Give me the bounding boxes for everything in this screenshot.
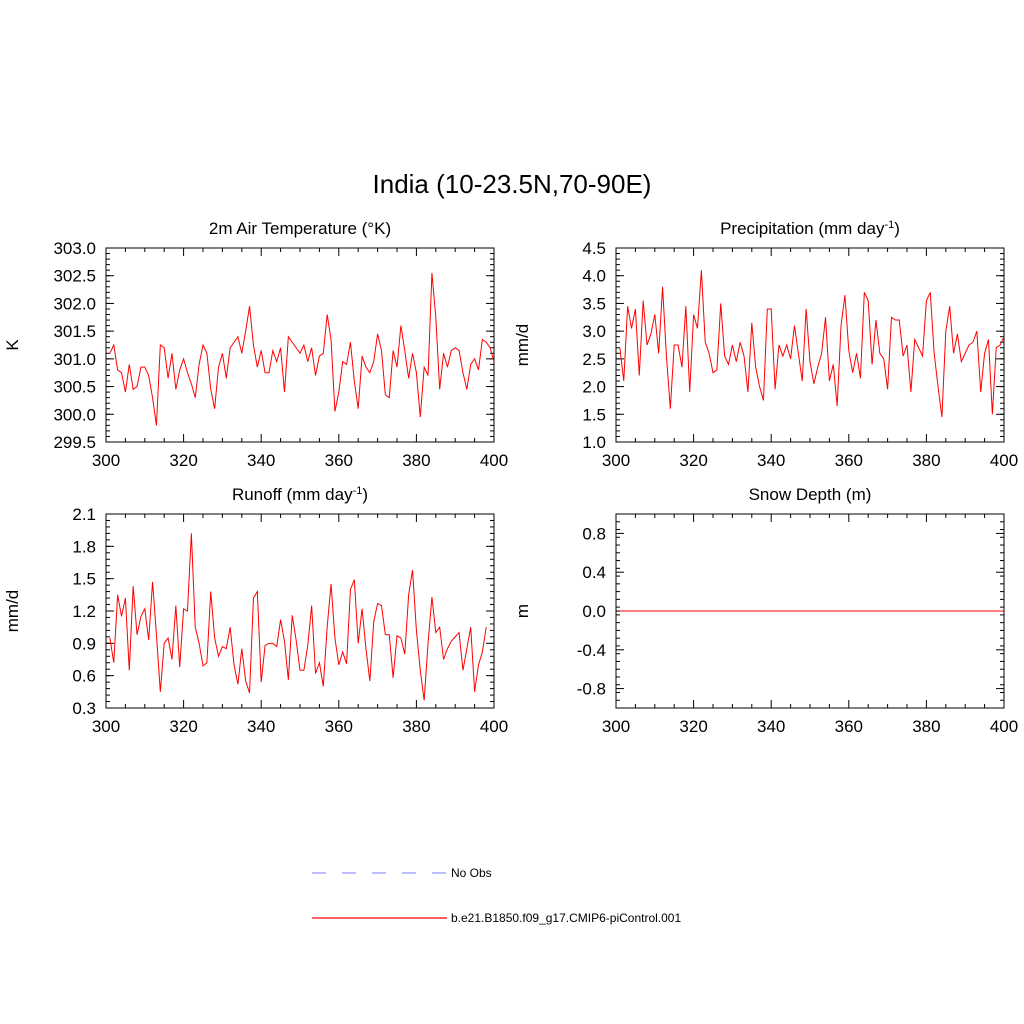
x-tick-label: 300 — [92, 717, 120, 736]
x-tick-label: 320 — [679, 717, 707, 736]
x-tick-label: 400 — [480, 451, 508, 470]
x-tick-label: 340 — [757, 451, 785, 470]
plot-frame — [105, 513, 495, 709]
y-tick-label: 3.5 — [582, 294, 606, 313]
x-tick-label: 380 — [402, 717, 430, 736]
y-tick-label: 4.0 — [582, 267, 606, 286]
x-tick-label: 320 — [679, 451, 707, 470]
y-tick-label: 0.8 — [582, 524, 606, 543]
x-tick-label: 320 — [169, 451, 197, 470]
x-tick-label: 340 — [757, 717, 785, 736]
y-tick-label: -0.4 — [577, 641, 606, 660]
x-tick-label: 360 — [835, 717, 863, 736]
page-title: India (10-23.5N,70-90E) — [373, 169, 652, 199]
y-tick-label: 302.0 — [53, 294, 96, 313]
y-tick-label: 300.0 — [53, 405, 96, 424]
y-tick-label: 301.5 — [53, 322, 96, 341]
x-tick-label: 320 — [169, 717, 197, 736]
panel-runoff: Runoff (mm day-1) mm/d 300 320 340 360 380 400 0… — [3, 485, 508, 736]
series-line — [109, 272, 495, 426]
x-tick-label: 400 — [990, 717, 1018, 736]
x-tick-label: 300 — [92, 451, 120, 470]
y-tick-label: 302.5 — [53, 267, 96, 286]
panel-title: Precipitation (mm day-1) — [720, 219, 900, 238]
x-tick-label: 360 — [325, 717, 353, 736]
title-superscript: -1 — [353, 485, 363, 497]
x-tick-label: 340 — [247, 451, 275, 470]
legend: No Obs b.e21.B1850.f09_g17.CMIP6-piContr… — [312, 866, 681, 925]
y-tick-label: 2.5 — [582, 350, 606, 369]
x-tick-label: 360 — [835, 451, 863, 470]
y-tick-label: 1.5 — [582, 405, 606, 424]
y-tick-label: 3.0 — [582, 322, 606, 341]
y-tick-label: 300.5 — [53, 378, 96, 397]
x-tick-label: 360 — [325, 451, 353, 470]
x-tick-label: 300 — [602, 451, 630, 470]
panel-snow-depth: Snow Depth (m) m 300 320 340 360 380 400 -0.8 -0.… — [513, 485, 1018, 736]
title-end: ) — [362, 485, 368, 504]
title-end: ) — [894, 219, 900, 238]
y-tick-label: 299.5 — [53, 433, 96, 452]
x-tick-label: 340 — [247, 717, 275, 736]
legend-label-model: b.e21.B1850.f09_g17.CMIP6-piControl.001 — [451, 911, 681, 925]
panel-precipitation: Precipitation (mm day-1) mm/d 300 320 340 360… — [513, 219, 1018, 470]
panel-title: 2m Air Temperature (°K) — [209, 219, 391, 238]
x-tick-label: 300 — [602, 717, 630, 736]
y-tick-label: 4.5 — [582, 239, 606, 258]
legend-label-no-obs: No Obs — [451, 866, 492, 880]
y-axis-label: m — [513, 604, 532, 618]
series-line — [109, 533, 487, 701]
y-tick-label: 0.9 — [72, 634, 96, 653]
y-tick-label: 1.2 — [72, 602, 96, 621]
x-tick-label: 400 — [480, 717, 508, 736]
y-tick-label: 0.6 — [72, 667, 96, 686]
x-tick-label: 380 — [912, 717, 940, 736]
y-tick-label: 0.4 — [582, 563, 606, 582]
y-tick-label: 1.5 — [72, 570, 96, 589]
panel-air-temperature: 2m Air Temperature (°K) K 300 320 340 360 380 4… — [3, 219, 508, 470]
y-tick-label: 303.0 — [53, 239, 96, 258]
y-tick-label: 2.0 — [582, 378, 606, 397]
y-tick-label: 0.3 — [72, 699, 96, 718]
y-axis-label: K — [3, 339, 22, 351]
y-tick-label: 0.0 — [582, 602, 606, 621]
plot-frame — [105, 247, 495, 443]
x-tick-label: 380 — [402, 451, 430, 470]
panel-title: Snow Depth (m) — [749, 485, 872, 504]
x-tick-label: 380 — [912, 451, 940, 470]
y-tick-label: 2.1 — [72, 505, 96, 524]
y-axis-label: mm/d — [513, 324, 532, 367]
y-tick-label: 1.8 — [72, 537, 96, 556]
title-superscript: -1 — [884, 219, 894, 231]
panel-title: Runoff (mm day-1) — [232, 485, 368, 504]
y-tick-label: 1.0 — [582, 433, 606, 452]
series-line — [619, 270, 1005, 418]
y-axis-label: mm/d — [3, 590, 22, 633]
x-tick-label: 400 — [990, 451, 1018, 470]
y-tick-label: -0.8 — [577, 680, 606, 699]
y-tick-label: 301.0 — [53, 350, 96, 369]
